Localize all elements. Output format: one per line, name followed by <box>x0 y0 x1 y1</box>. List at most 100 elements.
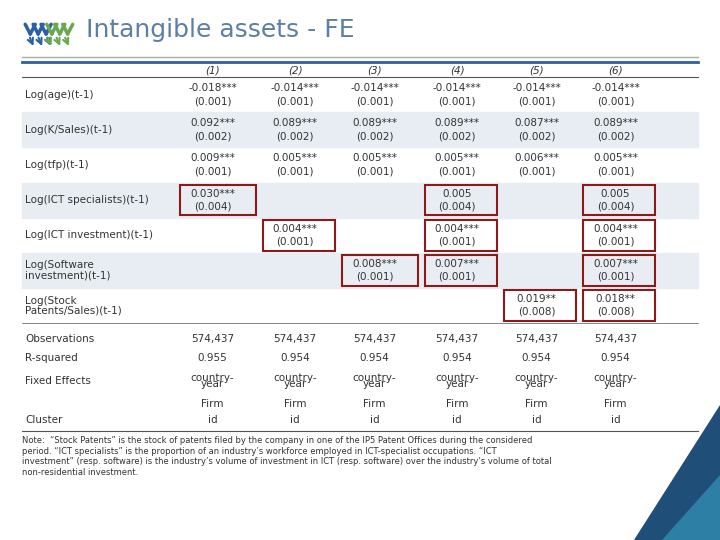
Text: (0.002): (0.002) <box>194 131 231 141</box>
Text: Patents/Sales)(t-1): Patents/Sales)(t-1) <box>25 305 122 315</box>
Text: country-: country- <box>274 373 317 383</box>
Text: 0.954: 0.954 <box>600 353 631 363</box>
Text: Firm: Firm <box>525 399 548 409</box>
Text: year: year <box>201 379 224 389</box>
Text: (0.001): (0.001) <box>518 96 555 106</box>
Text: (3): (3) <box>367 65 382 75</box>
Text: Fixed Effects: Fixed Effects <box>25 376 91 386</box>
Bar <box>22 183 698 218</box>
Text: year: year <box>363 379 386 389</box>
Text: id: id <box>531 415 541 425</box>
Text: Log(age)(t-1): Log(age)(t-1) <box>25 90 94 100</box>
Text: year: year <box>284 379 307 389</box>
Text: 0.089***: 0.089*** <box>435 118 480 129</box>
Text: 0.005***: 0.005*** <box>352 153 397 164</box>
Text: (0.001): (0.001) <box>438 96 476 106</box>
Text: Log(tfp)(t-1): Log(tfp)(t-1) <box>25 160 89 170</box>
Text: (0.002): (0.002) <box>597 131 634 141</box>
Polygon shape <box>634 405 720 540</box>
Text: (0.008): (0.008) <box>518 307 555 317</box>
Text: 0.004***: 0.004*** <box>593 224 638 234</box>
Text: Firm: Firm <box>446 399 469 409</box>
Text: country-: country- <box>515 373 558 383</box>
Text: 0.089***: 0.089*** <box>273 118 318 129</box>
Text: Firm: Firm <box>604 399 627 409</box>
Text: (0.001): (0.001) <box>194 166 231 177</box>
Polygon shape <box>662 475 720 540</box>
Text: country-: country- <box>436 373 479 383</box>
Text: 0.004***: 0.004*** <box>435 224 480 234</box>
Text: 0.089***: 0.089*** <box>352 118 397 129</box>
Text: 574,437: 574,437 <box>191 334 234 344</box>
Text: (0.004): (0.004) <box>194 201 231 212</box>
Text: Firm: Firm <box>363 399 386 409</box>
Text: 0.030***: 0.030*** <box>190 188 235 199</box>
Text: 0.954: 0.954 <box>280 353 310 363</box>
Text: (0.001): (0.001) <box>356 166 393 177</box>
Text: (0.001): (0.001) <box>276 166 314 177</box>
Text: 0.092***: 0.092*** <box>190 118 235 129</box>
Text: 0.005***: 0.005*** <box>435 153 480 164</box>
Text: (0.001): (0.001) <box>438 166 476 177</box>
Text: (0.001): (0.001) <box>597 272 634 282</box>
Text: id: id <box>207 415 217 425</box>
Bar <box>22 253 698 288</box>
Text: 0.087***: 0.087*** <box>514 118 559 129</box>
Text: 574,437: 574,437 <box>515 334 558 344</box>
Text: 0.005***: 0.005*** <box>593 153 638 164</box>
Text: (0.002): (0.002) <box>438 131 476 141</box>
Text: 574,437: 574,437 <box>594 334 637 344</box>
Text: (0.001): (0.001) <box>438 272 476 282</box>
Text: (0.001): (0.001) <box>597 237 634 247</box>
Text: -0.014***: -0.014*** <box>591 83 640 93</box>
Text: Firm: Firm <box>201 399 224 409</box>
Text: (0.002): (0.002) <box>276 131 314 141</box>
Bar <box>22 112 698 147</box>
Text: 0.004***: 0.004*** <box>273 224 318 234</box>
Text: Log(ICT investment)(t-1): Log(ICT investment)(t-1) <box>25 230 153 240</box>
Text: country-: country- <box>353 373 396 383</box>
Text: 0.018**: 0.018** <box>595 294 636 304</box>
Text: (4): (4) <box>450 65 464 75</box>
Text: 0.007***: 0.007*** <box>593 259 638 269</box>
Text: id: id <box>611 415 621 425</box>
Text: (0.001): (0.001) <box>356 96 393 106</box>
Text: id: id <box>452 415 462 425</box>
Text: (0.001): (0.001) <box>597 166 634 177</box>
Text: year: year <box>525 379 548 389</box>
Text: (0.004): (0.004) <box>438 201 476 212</box>
Text: 574,437: 574,437 <box>353 334 396 344</box>
Text: 0.008***: 0.008*** <box>352 259 397 269</box>
Text: 0.005: 0.005 <box>443 188 472 199</box>
Text: id: id <box>290 415 300 425</box>
Text: 0.007***: 0.007*** <box>435 259 480 269</box>
Text: 0.006***: 0.006*** <box>514 153 559 164</box>
Text: Intangible assets - FE: Intangible assets - FE <box>86 18 355 42</box>
Text: Log(ICT specialists)(t-1): Log(ICT specialists)(t-1) <box>25 195 149 205</box>
Text: -0.014***: -0.014*** <box>271 83 320 93</box>
Text: Log(Stock: Log(Stock <box>25 295 77 306</box>
Text: (2): (2) <box>288 65 302 75</box>
Text: investment)(t-1): investment)(t-1) <box>25 270 111 280</box>
Text: -0.014***: -0.014*** <box>433 83 482 93</box>
Text: 0.954: 0.954 <box>521 353 552 363</box>
Text: R-squared: R-squared <box>25 353 78 363</box>
Text: (0.001): (0.001) <box>518 166 555 177</box>
Text: Firm: Firm <box>284 399 307 409</box>
Text: Note:  “Stock Patents” is the stock of patents filed by the company in one of th: Note: “Stock Patents” is the stock of pa… <box>22 436 552 476</box>
Text: (0.001): (0.001) <box>597 96 634 106</box>
Text: 0.089***: 0.089*** <box>593 118 638 129</box>
Text: (0.002): (0.002) <box>356 131 393 141</box>
Text: -0.014***: -0.014*** <box>350 83 399 93</box>
Text: id: id <box>369 415 379 425</box>
Text: (6): (6) <box>608 65 623 75</box>
Text: Cluster: Cluster <box>25 415 63 425</box>
Text: 574,437: 574,437 <box>274 334 317 344</box>
Text: 0.009***: 0.009*** <box>190 153 235 164</box>
Text: (1): (1) <box>205 65 220 75</box>
Text: Log(Software: Log(Software <box>25 260 94 271</box>
Text: (0.001): (0.001) <box>438 237 476 247</box>
Text: (0.001): (0.001) <box>356 272 393 282</box>
Text: (0.008): (0.008) <box>597 307 634 317</box>
Text: Log(K/Sales)(t-1): Log(K/Sales)(t-1) <box>25 125 112 135</box>
